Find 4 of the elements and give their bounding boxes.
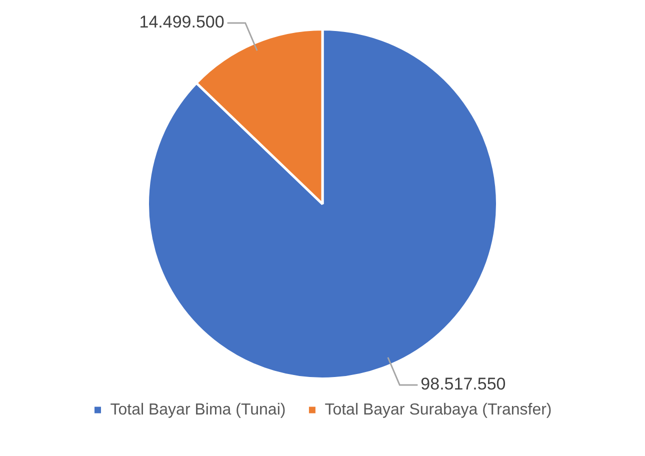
legend-label: Total Bayar Surabaya (Transfer) (324, 401, 552, 418)
data-label: 14.499.500 (139, 12, 224, 32)
data-label: 98.517.550 (420, 374, 506, 394)
legend-label: Total Bayar Bima (Tunai) (110, 401, 286, 418)
